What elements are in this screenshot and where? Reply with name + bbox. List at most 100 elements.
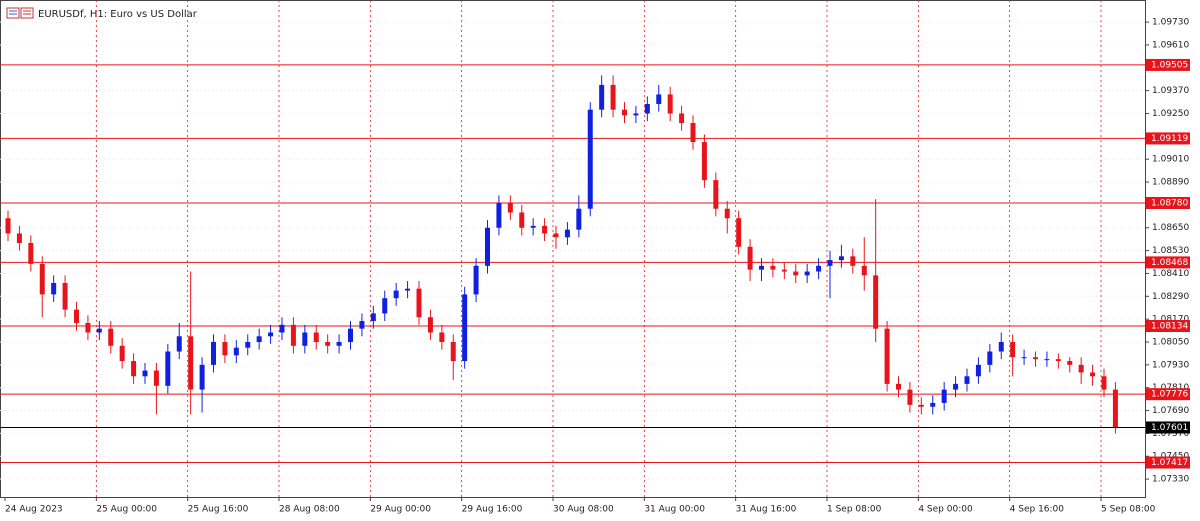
chart-title: EURUSDf, H1: Euro vs US Dollar (38, 9, 198, 20)
candle-body (827, 260, 833, 266)
candle-body (907, 389, 913, 405)
y-tick-label: 1.07570 (1152, 429, 1189, 439)
candle-body (188, 336, 194, 390)
candle-body (416, 288, 422, 318)
candle-body (1112, 389, 1118, 428)
candle-body (211, 341, 216, 365)
x-tick-label: 24 Aug 2023 (5, 505, 63, 515)
candle-body (473, 265, 479, 295)
symbol-icon (6, 7, 34, 19)
candle-body (108, 328, 114, 346)
candle-body (816, 265, 822, 272)
y-tick-label: 1.08170 (1152, 315, 1189, 325)
y-tick-label: 1.09010 (1152, 155, 1189, 165)
candle-body (873, 275, 879, 329)
candle-body (222, 341, 228, 356)
candle-body (599, 84, 605, 110)
candle-body (701, 142, 707, 181)
current-price-line-box (1146, 421, 1190, 434)
level-line-label: 1.07776 (1151, 390, 1188, 400)
candle-body (679, 113, 685, 124)
candle-body (975, 364, 981, 377)
y-tick-label: 1.08890 (1152, 178, 1189, 188)
candle-body (918, 404, 924, 407)
plot-frame (0, 0, 1146, 498)
level-line-label: 1.08780 (1151, 198, 1188, 208)
candle-body (1101, 376, 1107, 390)
candle-body (28, 242, 34, 264)
x-tick-label: 5 Sep 08:00 (1101, 505, 1156, 515)
candle-body (576, 208, 582, 230)
x-tick-label: 25 Aug 00:00 (96, 505, 157, 515)
y-tick-label: 1.07690 (1152, 406, 1189, 416)
candle-body (1021, 357, 1027, 359)
x-tick-label: 31 Aug 16:00 (736, 505, 797, 515)
y-tick-label: 1.09250 (1152, 109, 1189, 119)
candle-body (884, 328, 890, 384)
level-line-label: 1.09119 (1151, 134, 1188, 144)
candle-body (667, 94, 673, 114)
current-price-line-label: 1.07601 (1151, 423, 1188, 433)
candle-body (393, 290, 399, 299)
level-line-label: 1.08468 (1151, 258, 1188, 268)
candle-body (302, 332, 308, 346)
candle-body (370, 313, 376, 322)
candle-body (987, 351, 993, 365)
candle-body (427, 317, 433, 333)
candle-body (610, 84, 616, 110)
candle-body (359, 321, 365, 329)
candle-body (507, 202, 513, 213)
candle-body (998, 341, 1004, 352)
candle-body (770, 265, 776, 270)
candle-body (804, 271, 810, 276)
x-tick-label: 30 Aug 08:00 (553, 505, 614, 515)
level-line-label: 1.09505 (1151, 60, 1188, 70)
candle-body (39, 263, 45, 295)
candle-body (74, 309, 79, 323)
candle-body (450, 341, 456, 362)
candle-body (325, 341, 331, 346)
level-line-box (1146, 456, 1190, 469)
candle-body (16, 233, 22, 243)
y-tick-label: 1.09730 (1152, 18, 1189, 28)
candle-body (644, 103, 650, 114)
candle-body (736, 218, 742, 247)
level-line-box (1146, 256, 1190, 269)
x-tick-label: 4 Sep 00:00 (918, 505, 973, 515)
icon-frame (6, 7, 20, 19)
candle-body (290, 324, 296, 346)
y-tick-label: 1.08650 (1152, 223, 1189, 233)
candle-body (850, 256, 856, 266)
candle-body (485, 227, 490, 266)
y-tick-label: 1.08410 (1152, 269, 1189, 279)
candle-body (462, 294, 468, 362)
level-line-box (1146, 132, 1190, 145)
x-tick-label: 28 Aug 08:00 (279, 505, 340, 515)
x-tick-label: 4 Sep 16:00 (1010, 505, 1065, 515)
candle-body (930, 402, 936, 407)
candle-body (336, 341, 342, 346)
candle-body (941, 389, 947, 403)
x-tick-label: 29 Aug 16:00 (462, 505, 523, 515)
candle-body (747, 246, 753, 270)
level-line-box (1146, 320, 1190, 333)
candle-body (759, 265, 764, 270)
icon-frame (20, 7, 34, 19)
candle-body (165, 351, 171, 386)
candle-body (553, 233, 559, 238)
candle-body (245, 341, 251, 348)
candle-body (724, 208, 730, 219)
candle-body (530, 225, 536, 228)
y-tick-label: 1.09370 (1152, 86, 1189, 96)
candle-body (496, 202, 502, 228)
candle-body (713, 180, 719, 209)
candle-body (1078, 364, 1084, 373)
candle-body (1033, 357, 1038, 360)
candle-body (348, 328, 353, 342)
candle-body (5, 218, 11, 234)
candle-body (542, 225, 548, 234)
candle-body (1067, 361, 1073, 365)
level-line-label: 1.07417 (1151, 458, 1188, 468)
x-tick-label: 31 Aug 00:00 (644, 505, 705, 515)
